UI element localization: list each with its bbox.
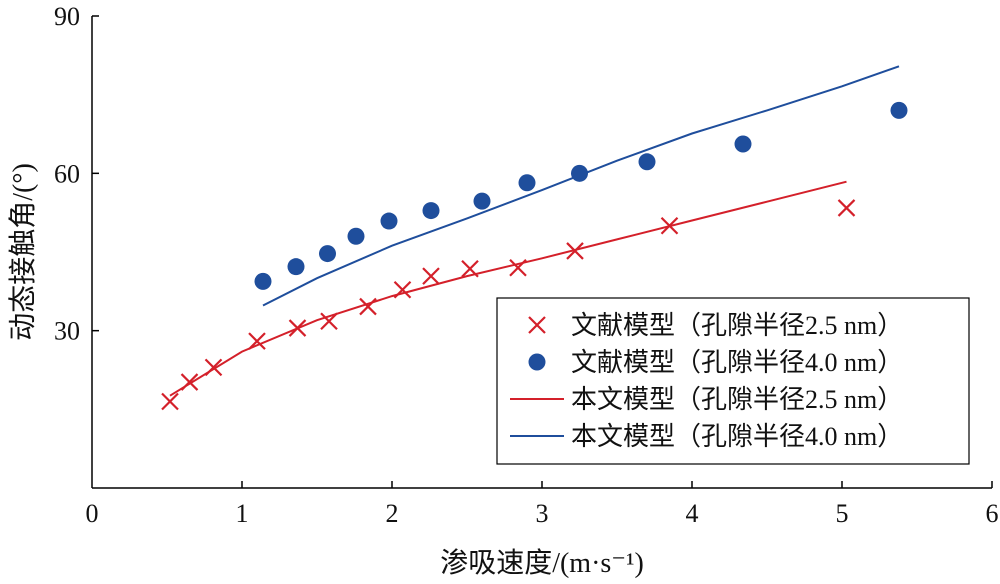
data-point-dot [254,272,272,290]
series-line-3 [262,65,900,307]
data-point-cross [566,242,584,260]
x-tick-label: 6 [986,499,999,528]
x-tick-layer: 0 1 2 3 4 5 6 [86,481,999,528]
y-tick-layer: 30 60 90 [54,2,99,346]
y-tick-label: 60 [54,159,80,188]
data-point-dot [734,135,752,153]
data-point-dot [473,192,491,210]
x-tick-label: 3 [536,499,549,528]
data-point-cross [180,373,199,391]
x-tick-label: 0 [86,499,99,528]
cross-stroke [393,280,412,299]
legend-label: 本文模型（孔隙半径4.0 nm） [571,422,903,451]
x-tick-label: 4 [686,499,699,528]
cross-stroke [288,319,307,337]
x-tick-label: 5 [836,499,849,528]
data-point-dot [287,258,305,276]
legend-marker-cross [528,316,546,334]
legend-box [496,297,970,465]
cross-stroke [161,392,179,411]
cross-stroke [180,373,199,391]
cross-stroke [422,267,440,285]
data-point-cross [509,258,527,277]
data-point-dot [422,202,440,220]
cross-stroke [248,332,266,350]
legend-label: 本文模型（孔隙半径2.5 nm） [571,385,903,414]
y-tick-label: 30 [54,317,80,346]
legend: 文献模型（孔隙半径2.5 nm） 文献模型（孔隙半径4.0 nm） 本文模型（孔隙半… [496,297,970,465]
data-point-dot [638,153,656,171]
legend-entries: 文献模型（孔隙半径2.5 nm） 文献模型（孔隙半径4.0 nm） 本文模型（孔隙半… [510,311,903,451]
y-axis-title: 动态接触角/(°) [7,163,39,341]
data-point-cross [288,319,307,337]
data-point-cross [359,297,377,316]
cross-stroke [359,297,377,316]
cross-stroke [461,260,479,278]
data-point-dot [380,212,398,230]
data-point-cross [393,280,412,299]
data-point-cross [660,216,679,235]
legend-label: 文献模型（孔隙半径4.0 nm） [571,348,903,377]
y-tick-label: 90 [54,2,80,31]
plot-area: 0 1 2 3 4 5 6 30 60 90 [54,2,999,528]
cross-stroke [528,316,546,334]
data-point-cross [422,267,440,285]
data-point-cross [320,312,338,331]
series-layer [161,65,908,411]
data-point-dot [518,174,536,192]
data-point-cross [248,332,266,350]
data-point-cross [837,199,856,217]
data-point-dot [571,164,588,182]
data-point-dot [347,227,365,245]
x-tick-label: 2 [386,499,399,528]
data-point-cross [204,358,223,377]
x-tick-label: 1 [236,499,249,528]
cross-stroke [204,358,223,377]
x-axis-title: 渗吸速度/(m·s⁻¹) [440,547,644,579]
series-line-2 [169,180,847,397]
data-point-dot [319,245,336,263]
data-point-dot [890,101,908,119]
cross-stroke [660,216,679,235]
cross-stroke [509,258,527,277]
data-point-cross [461,260,479,278]
cross-stroke [320,312,338,331]
legend-marker-dot [528,353,546,371]
data-point-cross [161,392,179,411]
cross-stroke [566,242,584,260]
cross-stroke [837,199,856,217]
legend-label: 文献模型（孔隙半径2.5 nm） [571,311,903,340]
